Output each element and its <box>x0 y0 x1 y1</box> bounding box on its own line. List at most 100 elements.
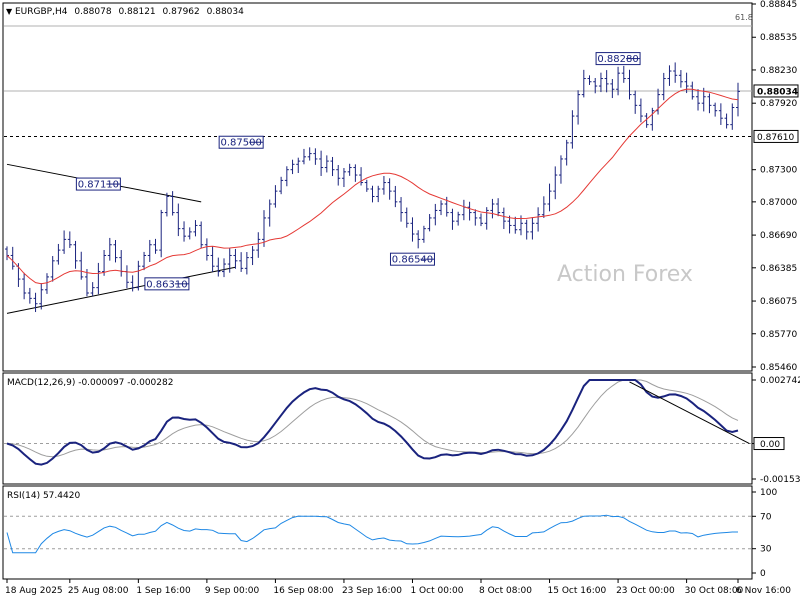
rsi-tick-label: 0 <box>760 569 766 579</box>
price-tick-label: 0.88535 <box>760 33 797 43</box>
macd-tag-box <box>753 437 785 451</box>
rsi-tick-label: 70 <box>760 512 772 522</box>
ohlc-bar <box>450 208 455 230</box>
ohlc-bar <box>261 210 266 247</box>
ohlc-bar <box>301 148 306 165</box>
ohlc-bar <box>507 215 512 234</box>
time-tick-label: 25 Aug 08:00 <box>68 586 129 596</box>
ohlc-bar <box>233 248 238 269</box>
ohlc-bar <box>347 163 352 176</box>
ohlc-bar <box>541 196 546 218</box>
annotation-label: 0.87110 <box>78 180 119 191</box>
price-tick-label: 0.85460 <box>760 363 797 373</box>
ohlc-bar <box>427 214 432 232</box>
ohlc-bar <box>107 237 112 261</box>
ohlc-bar <box>39 283 44 310</box>
high-value: 0.88121 <box>118 7 155 17</box>
ohlc-bar <box>433 203 438 226</box>
ohlc-bar <box>381 176 386 195</box>
time-tick-label: 1 Sep 16:00 <box>136 586 191 596</box>
time-tick-label: 23 Oct 00:00 <box>616 586 675 596</box>
ohlc-bar <box>530 217 535 240</box>
ohlc-bar <box>547 183 552 212</box>
ohlc-bar <box>187 227 192 240</box>
ohlc-bar <box>290 159 295 175</box>
ohlc-bar <box>410 217 415 242</box>
annotation-label: 0.88280 <box>597 54 638 65</box>
ohlc-bar <box>524 219 529 240</box>
price-tick-label: 0.88230 <box>760 66 797 76</box>
ohlc-bar <box>570 110 575 149</box>
price-tag-label: 0.87610 <box>757 133 794 143</box>
price-tag-label: 0.88034 <box>757 87 798 97</box>
ohlc-bar <box>627 69 632 100</box>
macd-header: MACD(12,26,9) -0.000097 -0.000282 <box>7 378 173 388</box>
ohlc-bar <box>598 72 603 93</box>
ohlc-bar <box>701 87 706 112</box>
ohlc-bar <box>22 272 27 300</box>
time-tick-label: 6 Nov 16:00 <box>736 586 791 596</box>
macd-layer <box>4 379 752 466</box>
rsi-tick-label: 100 <box>760 488 777 498</box>
fib-level-label: 61.8 <box>735 13 753 22</box>
price-annotation: 0.87110 <box>75 177 121 191</box>
ohlc-bar <box>678 70 683 88</box>
ohlc-bar <box>199 221 204 249</box>
time-axis: 18 Aug 2025 25 Aug 08:00 1 Sep 16:00 9 Sep … <box>5 579 791 596</box>
price-axis: 0.88845 0.88535 0.88230 0.87920 0.87300 0.870… <box>752 0 797 373</box>
price-annotation: 0.86540 <box>389 252 435 266</box>
price-tick-label: 0.86385 <box>760 264 797 274</box>
ohlc-bar <box>638 98 643 123</box>
ohlc-bar <box>421 225 426 243</box>
ohlc-bar <box>313 148 318 165</box>
ohlc-bar <box>484 207 489 230</box>
price-tick-label: 0.88845 <box>760 0 797 10</box>
annotation-label: 0.86310 <box>146 279 187 290</box>
ohlc-bar <box>376 185 381 203</box>
ohlc-bar <box>718 103 723 125</box>
ohlc-bar <box>170 191 175 216</box>
ohlc-bar <box>684 72 689 94</box>
ohlc-bar <box>267 199 272 227</box>
ohlc-bar <box>142 251 147 271</box>
annotations: 0.87110 0.86310 0.87500 0.86540 0.88280 <box>75 52 641 291</box>
ohlc-bar <box>102 249 107 276</box>
ohlc-bar <box>222 258 227 278</box>
ohlc-bar <box>210 246 215 272</box>
price-annotation: 0.86310 <box>144 277 190 291</box>
time-tick-label: 16 Sep 08:00 <box>273 586 333 596</box>
header-line: EURGBP,H4 0.88078 0.88121 0.87962 0.8803… <box>15 7 244 17</box>
ohlc-bar <box>96 262 101 295</box>
macd-main-line <box>6 379 739 466</box>
ohlc-bar <box>330 156 335 177</box>
ohlc-bar <box>73 240 78 269</box>
ohlc-bar <box>273 185 278 208</box>
close-value: 0.88034 <box>207 7 244 17</box>
ohlc-bar <box>204 238 209 261</box>
macd-trendline <box>629 381 750 444</box>
ohlc-bar <box>370 185 375 203</box>
ohlc-bar <box>130 275 135 292</box>
ohlc-bar <box>439 200 444 216</box>
ohlc-bar <box>239 252 244 272</box>
price-tag: 0.87610 <box>753 129 799 143</box>
ohlc-bar <box>581 69 586 98</box>
rsi-line <box>6 514 738 554</box>
price-tick-label: 0.85770 <box>760 330 797 340</box>
price-annotation: 0.87500 <box>218 135 264 149</box>
ohlc-bar <box>399 197 404 222</box>
ohlc-bar <box>79 251 84 280</box>
symbol-label: EURGBP,H4 <box>15 7 68 17</box>
ohlc-bar <box>176 203 181 237</box>
ohlc-bar <box>501 207 506 230</box>
ohlc-bar <box>341 168 346 188</box>
ohlc-bar <box>621 65 626 83</box>
ohlc-bar <box>416 230 421 249</box>
ohlc-bar <box>730 103 735 130</box>
ohlc-bar <box>387 178 392 200</box>
macd-tag-label: 0.00 <box>760 440 780 450</box>
ohlc-bar <box>284 166 289 187</box>
ohlc-bar <box>10 246 15 270</box>
time-tick-label: 9 Sep 00:00 <box>205 586 260 596</box>
ohlc-bar <box>564 139 569 166</box>
